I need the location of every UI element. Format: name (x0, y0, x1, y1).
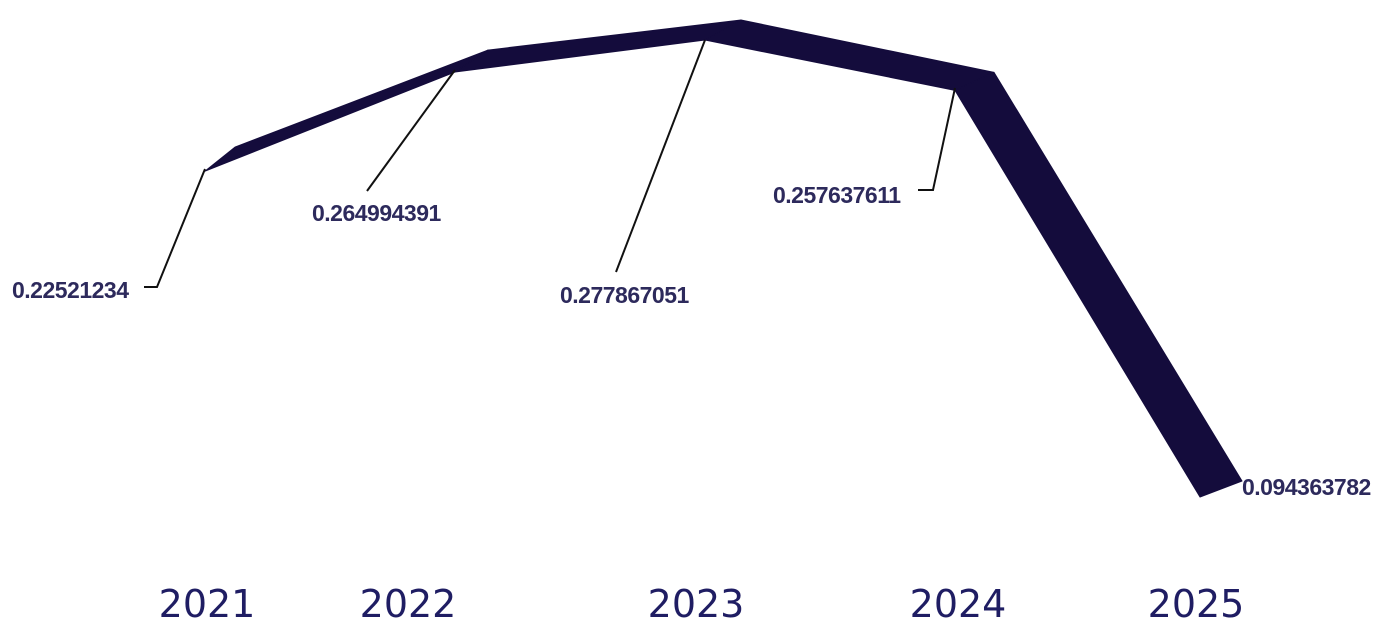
line-segment-2021-2022 (204, 49, 489, 172)
data-label-2024: 0.257637611 (773, 182, 901, 208)
leader-line-2022 (366, 69, 456, 192)
x-tick-label-2024: 2024 (910, 582, 1007, 623)
leader-line-2021 (144, 168, 206, 288)
x-tick-label-2021: 2021 (159, 582, 256, 623)
data-label-2023: 0.277867051 (560, 282, 690, 308)
data-label-2025: 0.094363782 (1242, 474, 1371, 500)
leader-layer (144, 39, 956, 288)
data-label-2021: 0.22521234 (12, 277, 129, 303)
x-tick-label-2022: 2022 (360, 582, 457, 623)
x-axis: 2021 2022 2023 2024 2025 (159, 582, 1245, 623)
ribbon-layer (204, 19, 1243, 498)
data-label-layer: 0.22521234 0.264994391 0.277867051 0.257637… (12, 182, 1371, 500)
line-segment-2024-2025 (954, 71, 1243, 498)
data-label-2022: 0.264994391 (312, 200, 442, 226)
line-segment-2022-2023 (454, 19, 742, 73)
leader-line-2023 (615, 39, 706, 273)
line-segment-2023-2024 (704, 19, 995, 91)
x-tick-label-2025: 2025 (1148, 582, 1245, 623)
leader-line-2024 (918, 87, 956, 191)
x-tick-label-2023: 2023 (648, 582, 745, 623)
